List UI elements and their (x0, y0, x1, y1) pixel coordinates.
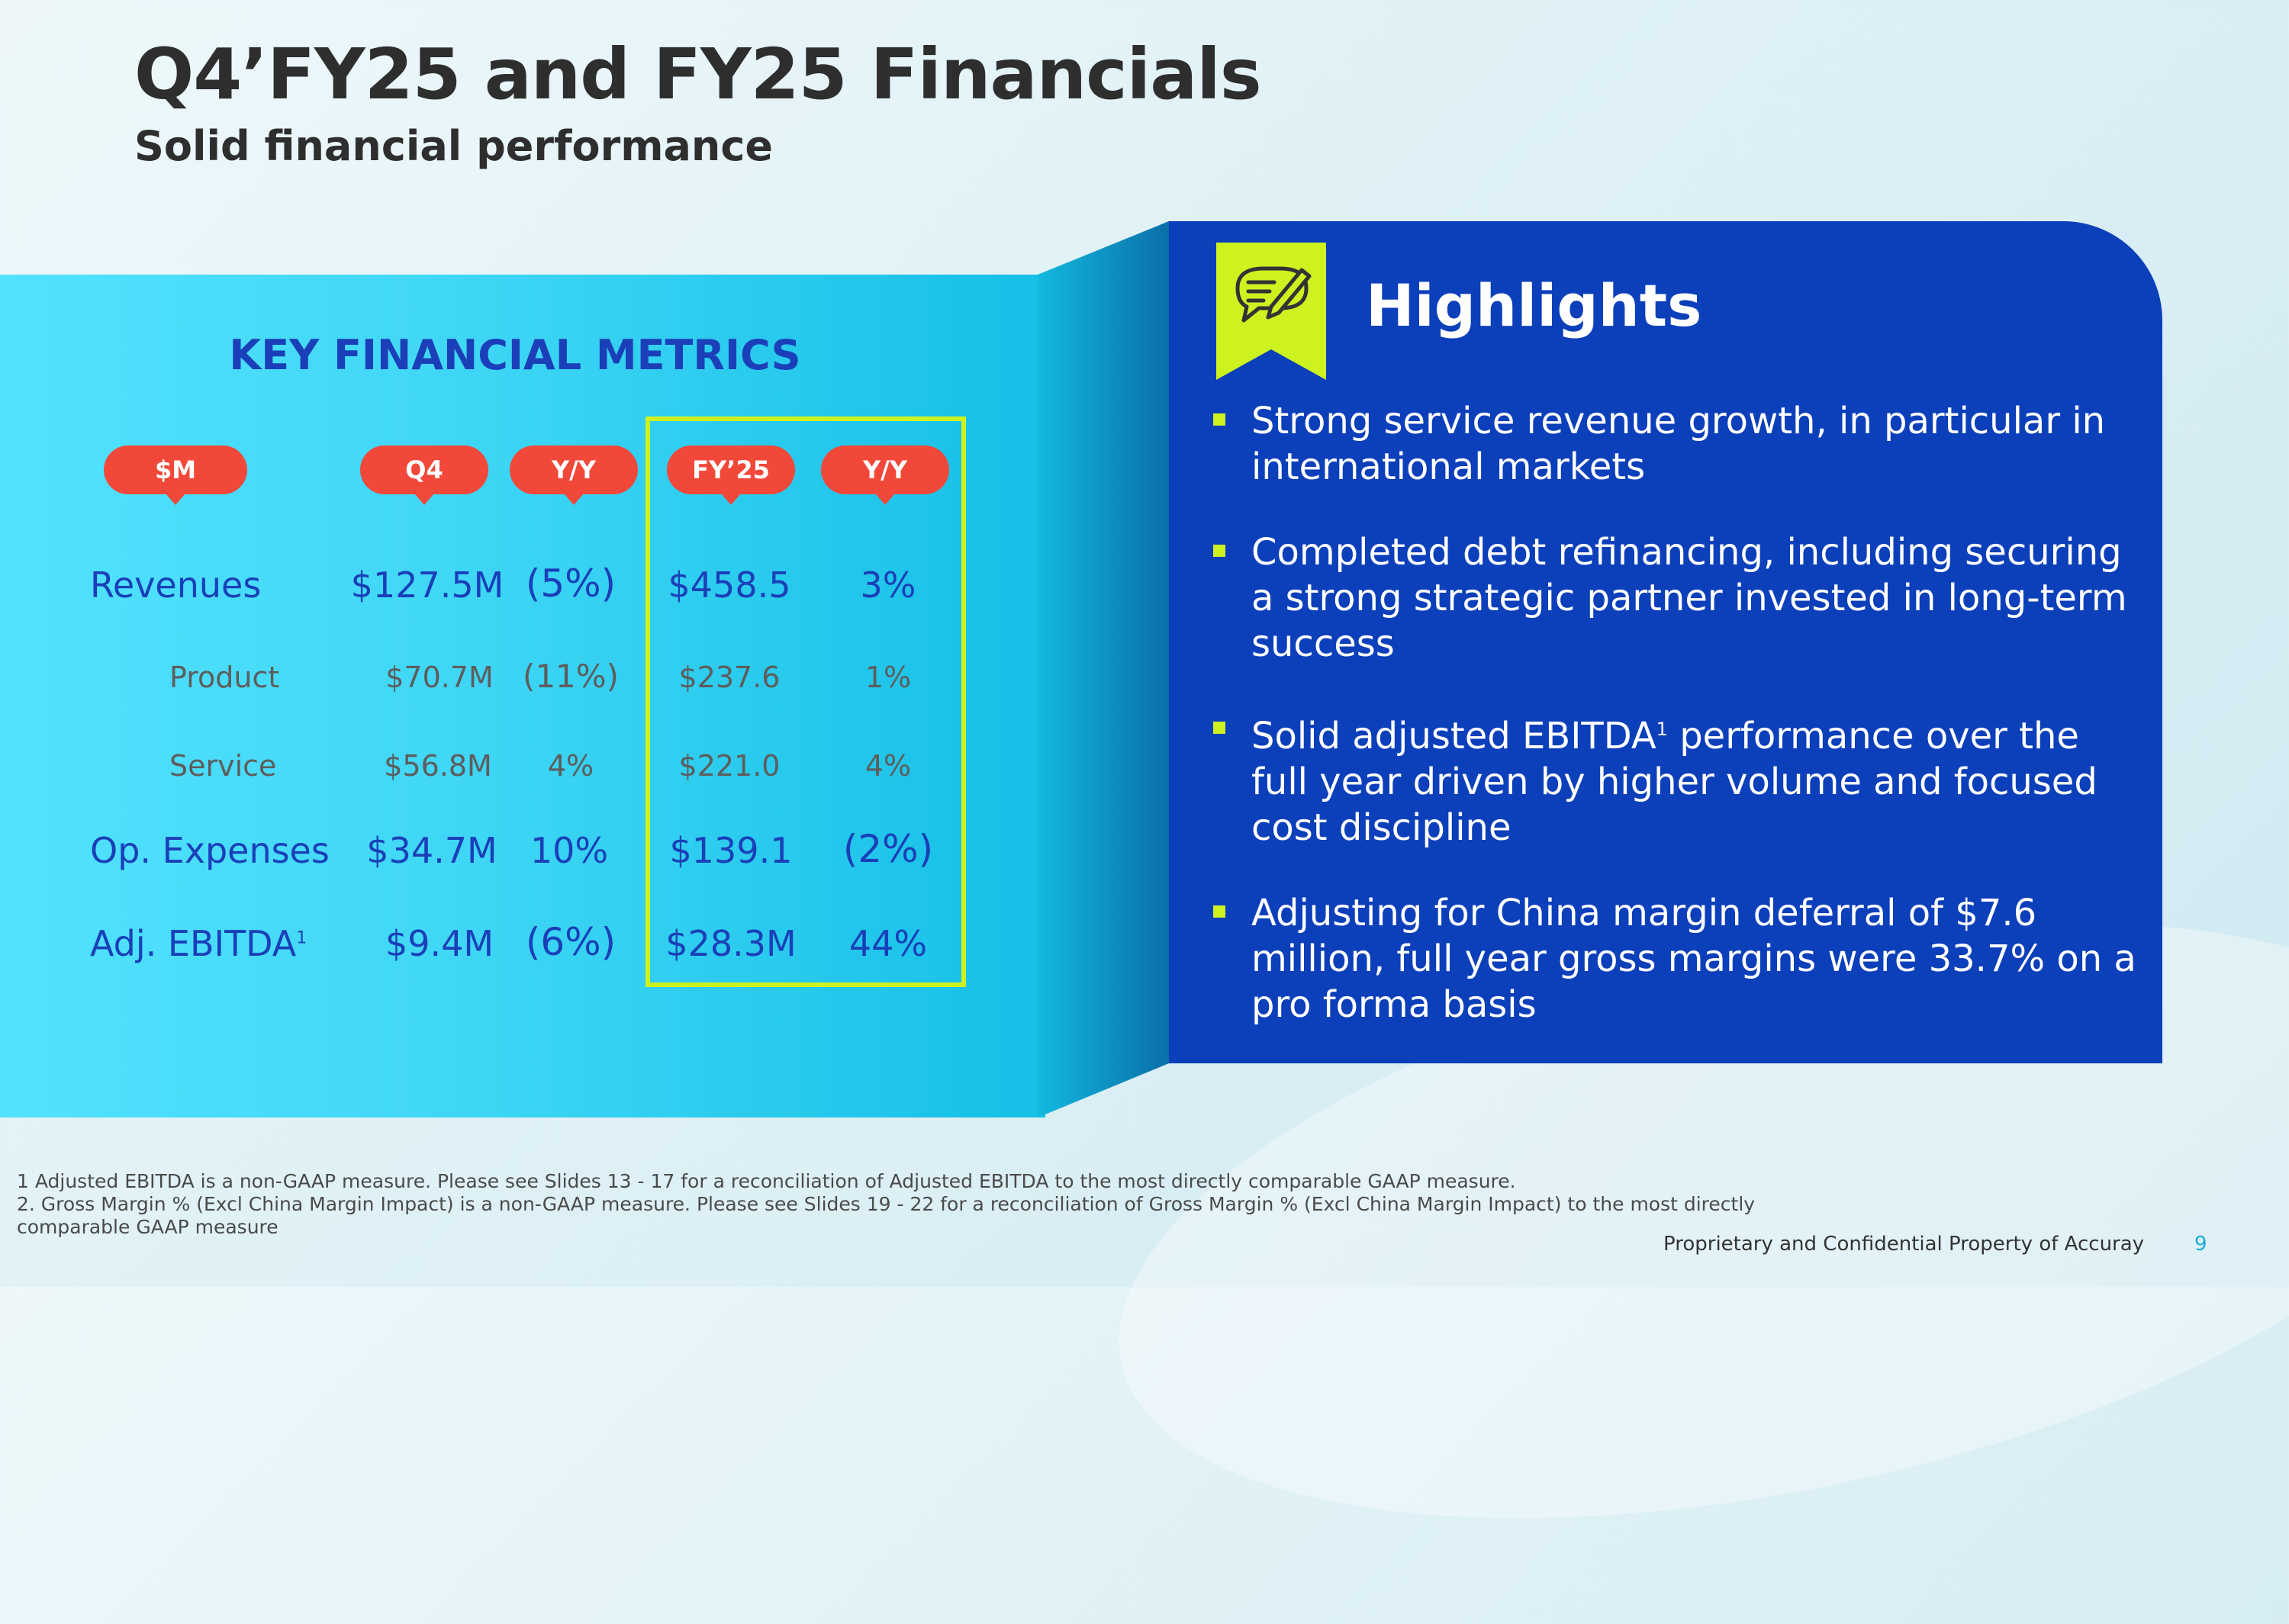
op-expenses-fy-yy: (2%) (842, 827, 934, 871)
highlight-bullet: Solid adjusted EBITDA1 performance over … (1210, 706, 2141, 851)
revenues-fy: $458.5 (668, 564, 791, 606)
column-header-fy25: FY’25 (667, 445, 795, 505)
highlight-text-part: performance over the full year driven by… (1251, 715, 2097, 849)
highlights-title: Highlights (1366, 272, 1702, 339)
panel-connector (1038, 221, 1169, 1118)
service-q4: $56.8M (384, 749, 492, 783)
revenues-q4-yy: (5%) (525, 561, 617, 606)
footnote-ref-1: 1 (296, 928, 307, 948)
chat-edit-icon (1216, 243, 1326, 380)
row-label-revenues: Revenues (90, 564, 262, 606)
adj-ebitda-label-text: Adj. EBITDA (90, 923, 297, 964)
op-expenses-q4-yy: 10% (530, 830, 609, 871)
footnote-1: 1 Adjusted EBITDA is a non-GAAP measure.… (17, 1170, 1516, 1192)
footnote-ref-1: 1 (1656, 719, 1668, 740)
adj-ebitda-fy-yy: 44% (848, 923, 928, 964)
highlights-panel (1169, 221, 2162, 1063)
product-q4: $70.7M (385, 661, 494, 694)
bullet-square-icon (1213, 905, 1225, 918)
service-fy-yy: 4% (864, 749, 912, 783)
footnotes: 1 Adjusted EBITDA is a non-GAAP measure.… (17, 1170, 1755, 1239)
metrics-panel (0, 275, 1045, 1118)
highlight-text-part: Solid adjusted EBITDA (1251, 715, 1656, 757)
highlight-text: Solid adjusted EBITDA1 performance over … (1251, 706, 2141, 851)
bullet-square-icon (1213, 545, 1225, 557)
column-header-units: $M (104, 445, 247, 505)
page-title: Q4’FY25 and FY25 Financials (134, 34, 1262, 115)
column-header-q4: Q4 (360, 445, 488, 505)
revenues-fy-yy: 3% (860, 564, 916, 606)
highlight-bullet: Adjusting for China margin deferral of $… (1210, 890, 2141, 1027)
service-fy: $221.0 (678, 749, 781, 783)
metrics-heading: KEY FINANCIAL METRICS (229, 331, 801, 379)
product-fy-yy: 1% (864, 661, 912, 694)
bullet-square-icon (1213, 722, 1225, 734)
footnote-2-cont: comparable GAAP measure (17, 1216, 278, 1238)
footnote-2: 2. Gross Margin % (Excl China Margin Imp… (17, 1193, 1756, 1215)
bullet-square-icon (1213, 413, 1225, 426)
page-number: 9 (2194, 1233, 2207, 1256)
revenues-q4: $127.5M (350, 564, 504, 606)
product-q4-yy: (11%) (522, 658, 620, 695)
proprietary-notice: Proprietary and Confidential Property of… (1663, 1233, 2145, 1256)
adj-ebitda-q4: $9.4M (385, 923, 494, 964)
row-label-op-expenses: Op. Expenses (90, 830, 330, 871)
column-header-q4-yy: Y/Y (510, 445, 638, 505)
op-expenses-fy: $139.1 (669, 830, 793, 871)
row-label-product: Product (169, 661, 280, 694)
adj-ebitda-q4-yy: (6%) (525, 920, 617, 964)
highlight-text: Strong service revenue growth, in partic… (1251, 400, 2106, 488)
row-label-adj-ebitda: Adj. EBITDA1 (90, 923, 307, 964)
row-label-service: Service (169, 749, 277, 783)
column-header-fy-yy: Y/Y (821, 445, 949, 505)
highlight-text: Completed debt refinancing, including se… (1251, 531, 2127, 665)
product-fy: $237.6 (678, 661, 781, 694)
highlight-bullet: Completed debt refinancing, including se… (1210, 529, 2141, 667)
page-subtitle: Solid financial performance (134, 122, 773, 170)
service-q4-yy: 4% (547, 749, 594, 783)
highlight-bullet: Strong service revenue growth, in partic… (1210, 398, 2141, 490)
fy25-highlight-box (645, 416, 966, 987)
highlight-text: Adjusting for China margin deferral of $… (1251, 892, 2136, 1026)
highlights-list: Strong service revenue growth, in partic… (1210, 398, 2141, 1067)
op-expenses-q4: $34.7M (366, 830, 497, 871)
adj-ebitda-fy: $28.3M (665, 923, 797, 964)
